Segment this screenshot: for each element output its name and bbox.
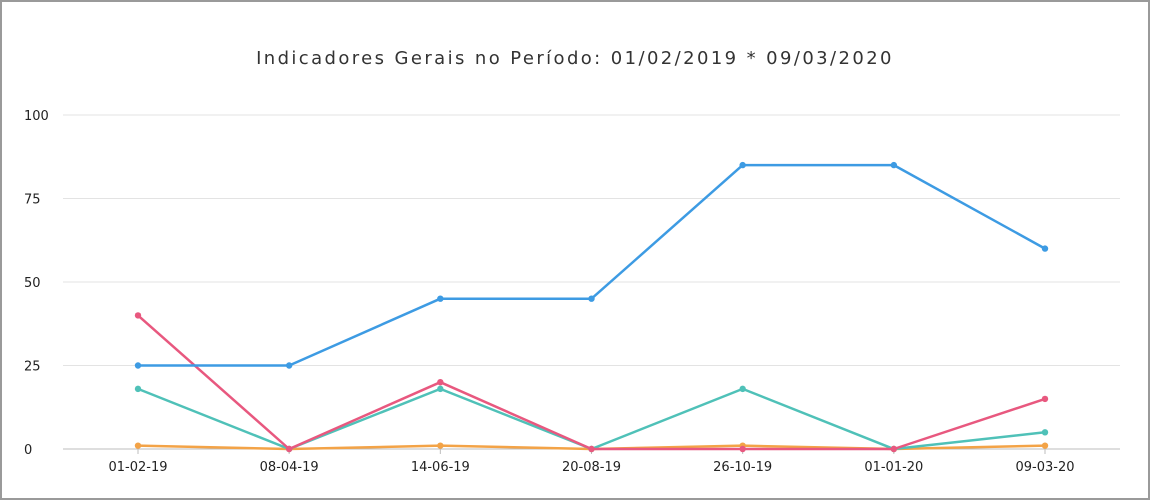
- data-point: [134, 442, 142, 449]
- data-point: [588, 295, 595, 302]
- data-point: [1041, 429, 1049, 436]
- series-1: [134, 161, 1049, 369]
- data-point: [739, 385, 746, 393]
- data-point: [285, 445, 293, 453]
- data-point: [285, 362, 293, 369]
- y-tick-label: 50: [24, 276, 41, 291]
- series-line: [136, 163, 1047, 367]
- series-group: [134, 161, 1049, 453]
- data-point: [1041, 442, 1049, 449]
- series-line: [136, 314, 1047, 451]
- data-point: [437, 385, 444, 393]
- data-point: [739, 445, 746, 453]
- x-tick-label: 01-02-19: [108, 460, 167, 475]
- chart-title: Indicadores Gerais no Período: 01/02/201…: [256, 48, 894, 69]
- data-point: [437, 295, 444, 302]
- data-point: [134, 362, 142, 369]
- y-axis: 0 25 50 75 100: [24, 109, 49, 458]
- x-tick-label: 26-10-19: [713, 460, 772, 475]
- data-point: [890, 161, 898, 169]
- x-tick-label: 14-06-19: [411, 460, 470, 475]
- data-point: [890, 445, 898, 453]
- x-tick-label: 09-03-20: [1015, 460, 1074, 475]
- data-point: [134, 385, 142, 393]
- x-axis: 01-02-19 08-04-19 14-06-19 20-08-19 26-10-19…: [108, 449, 1075, 475]
- data-point: [134, 312, 142, 319]
- data-point: [437, 442, 444, 449]
- data-point: [1041, 395, 1049, 403]
- y-tick-label: 75: [24, 193, 41, 208]
- data-point: [437, 379, 444, 386]
- data-point: [588, 445, 595, 453]
- data-point: [739, 161, 746, 169]
- x-tick-label: 20-08-19: [562, 460, 621, 475]
- x-tick-label: 01-01-20: [864, 460, 923, 475]
- y-tick-label: 0: [24, 443, 32, 458]
- grid: [63, 114, 1120, 450]
- data-point: [1041, 245, 1049, 252]
- series-line: [136, 387, 1047, 451]
- series-2: [134, 312, 1049, 453]
- y-tick-label: 100: [24, 109, 49, 124]
- x-tick-label: 08-04-19: [260, 460, 319, 475]
- y-tick-label: 25: [24, 360, 41, 375]
